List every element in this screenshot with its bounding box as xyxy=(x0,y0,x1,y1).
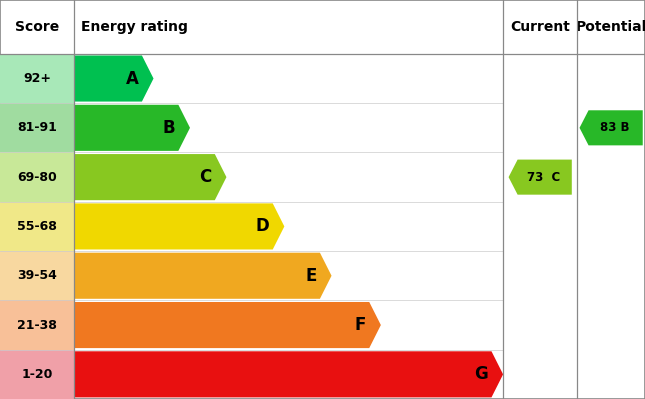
Text: F: F xyxy=(355,316,366,334)
Text: Current: Current xyxy=(510,20,570,34)
Text: A: A xyxy=(126,69,139,87)
Bar xyxy=(0,103,74,152)
Text: Score: Score xyxy=(15,20,59,34)
Text: 92+: 92+ xyxy=(23,72,51,85)
Text: 73  C: 73 C xyxy=(527,171,560,184)
Bar xyxy=(0,350,74,399)
Polygon shape xyxy=(74,55,154,102)
Text: 83 B: 83 B xyxy=(600,121,629,134)
Text: Potential: Potential xyxy=(575,20,645,34)
Bar xyxy=(0,202,74,251)
Text: 69-80: 69-80 xyxy=(17,171,57,184)
Bar xyxy=(0,54,74,103)
Text: 1-20: 1-20 xyxy=(21,368,53,381)
Bar xyxy=(0,251,74,300)
Text: 21-38: 21-38 xyxy=(17,318,57,332)
Polygon shape xyxy=(74,105,190,151)
Text: D: D xyxy=(256,217,270,235)
Bar xyxy=(0,152,74,202)
Polygon shape xyxy=(508,160,572,195)
Text: 55-68: 55-68 xyxy=(17,220,57,233)
Text: Energy rating: Energy rating xyxy=(81,20,188,34)
Bar xyxy=(0,300,74,350)
Polygon shape xyxy=(580,110,642,145)
Polygon shape xyxy=(74,253,332,299)
Text: 39-54: 39-54 xyxy=(17,269,57,282)
Polygon shape xyxy=(74,154,226,200)
Polygon shape xyxy=(74,203,284,249)
Polygon shape xyxy=(74,302,381,348)
Text: C: C xyxy=(199,168,212,186)
Text: 81-91: 81-91 xyxy=(17,121,57,134)
Text: G: G xyxy=(475,365,488,383)
Text: B: B xyxy=(163,119,175,137)
Text: E: E xyxy=(305,267,317,285)
Polygon shape xyxy=(74,351,503,397)
